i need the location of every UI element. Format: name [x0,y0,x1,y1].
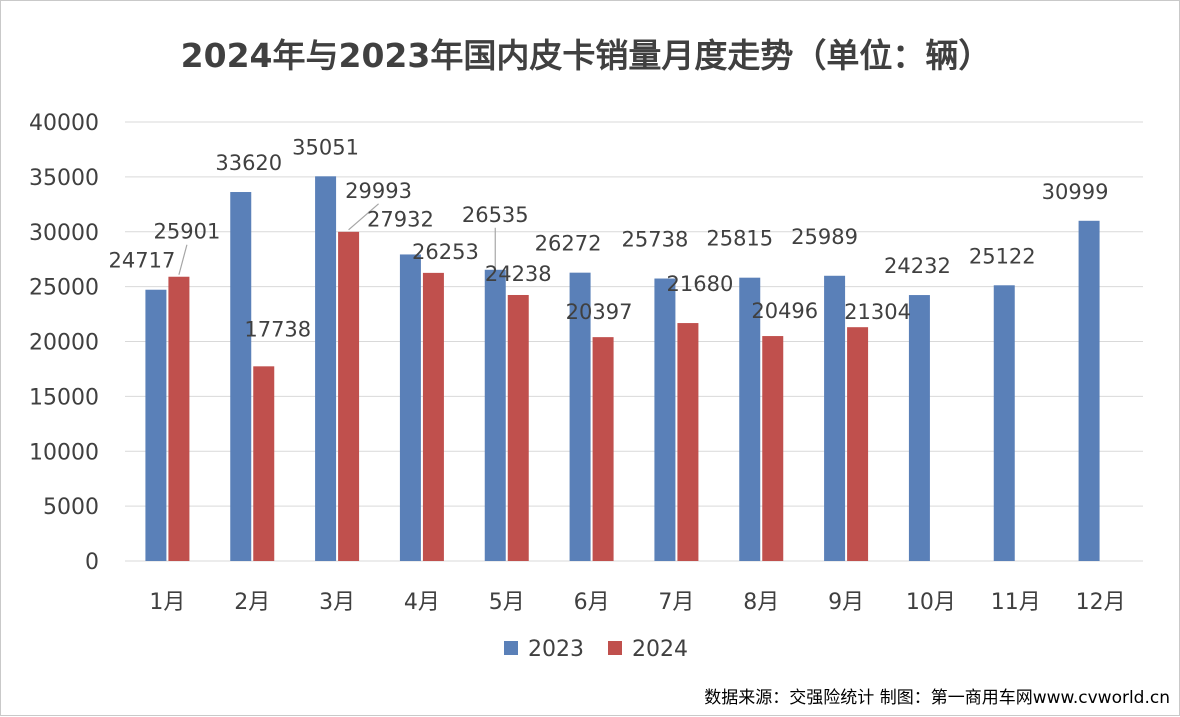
x-axis: 1月 2月 3月 4月 5月 6月 7月 8月 9月 10月 11月 12月 [149,590,1125,615]
data-label-2024-7: 21680 [667,272,734,296]
data-label-2023-2: 33620 [215,151,282,175]
leader-line [178,244,188,275]
data-label-2024-9: 21304 [844,300,911,324]
data-label-2023-9: 25989 [791,225,858,249]
data-label-2023-6: 26272 [535,232,602,256]
x-tick-label: 4月 [404,590,440,615]
x-tick-label: 8月 [743,590,779,615]
data-label-2024-5: 24238 [485,262,552,286]
bar-2024-4 [422,272,444,561]
data-label-2023-8: 25815 [706,227,773,251]
bar-2023-8 [739,277,761,561]
bar-2024-5 [507,294,529,561]
legend-swatch-2023 [504,641,518,655]
bar-2024-2 [253,366,275,561]
x-tick-label: 7月 [658,590,694,615]
label-leader-lines [178,203,496,275]
data-label-2023-7: 25738 [622,228,689,252]
y-tick-label: 0 [85,550,99,575]
data-label-2023-11: 25122 [969,244,1036,268]
y-tick-label: 35000 [29,166,99,191]
y-tick-label: 5000 [43,495,99,520]
data-label-2024-8: 20496 [751,299,818,323]
bars [145,176,1100,562]
bar-2024-6 [592,337,614,561]
bar-2023-12 [1078,220,1100,561]
data-label-2023-10: 24232 [884,254,951,278]
chart-title: 2024年与2023年国内皮卡销量月度走势（单位：辆） [181,36,992,75]
bar-2023-3 [315,176,337,561]
source-note: 数据来源：交强险统计 制图：第一商用车网www.cvworld.cn [704,688,1170,708]
data-label-2023-12: 30999 [1042,180,1109,204]
bar-2024-9 [847,327,869,561]
x-tick-label: 5月 [489,590,525,615]
y-tick-label: 40000 [29,111,99,136]
x-tick-label: 1月 [149,590,185,615]
bar-2024-1 [168,276,190,561]
x-tick-label: 3月 [319,590,355,615]
x-tick-label: 12月 [1076,590,1126,615]
bar-2023-1 [145,289,167,561]
bar-2024-3 [338,231,360,561]
data-label-2023-1: 24717 [109,249,176,273]
legend-label-2024: 2024 [632,637,688,662]
y-tick-label: 30000 [29,221,99,246]
bar-2023-9 [824,275,846,561]
bar-2023-2 [230,192,252,561]
data-label-2023-3: 35051 [292,135,359,159]
bar-2024-8 [762,336,784,561]
x-tick-label: 9月 [828,590,864,615]
x-tick-label: 11月 [991,590,1041,615]
bar-2024-7 [677,323,699,561]
x-tick-label: 2月 [234,590,270,615]
bar-2023-7 [654,278,676,561]
bar-2023-5 [484,269,506,561]
data-label-2024-6: 20397 [566,300,633,324]
bar-2023-10 [908,295,930,561]
y-tick-label: 15000 [29,385,99,410]
data-label-2024-2: 17738 [244,317,311,341]
gridlines [125,121,1143,562]
data-label-2024-1: 25901 [154,220,221,244]
bar-2023-6 [569,272,591,561]
y-tick-label: 20000 [29,331,99,356]
data-labels: 24717 25901 33620 17738 35051 29993 27932 26253… [109,135,1109,341]
data-label-2024-3: 29993 [345,179,412,203]
data-label-2024-4: 26253 [412,240,479,264]
y-axis: 0 5000 10000 15000 20000 25000 30000 35000 40000 [29,111,99,575]
legend-label-2023: 2023 [528,637,584,662]
data-label-2023-5: 26535 [462,203,529,227]
legend-swatch-2024 [608,641,622,655]
y-tick-label: 10000 [29,440,99,465]
bar-2023-11 [993,285,1015,561]
legend: 2023 2024 [504,637,688,662]
x-tick-label: 10月 [906,590,956,615]
leader-line [348,203,379,231]
data-label-2023-4: 27932 [367,207,434,231]
bar-2023-4 [399,254,421,562]
y-tick-label: 25000 [29,276,99,301]
x-tick-label: 6月 [574,590,610,615]
